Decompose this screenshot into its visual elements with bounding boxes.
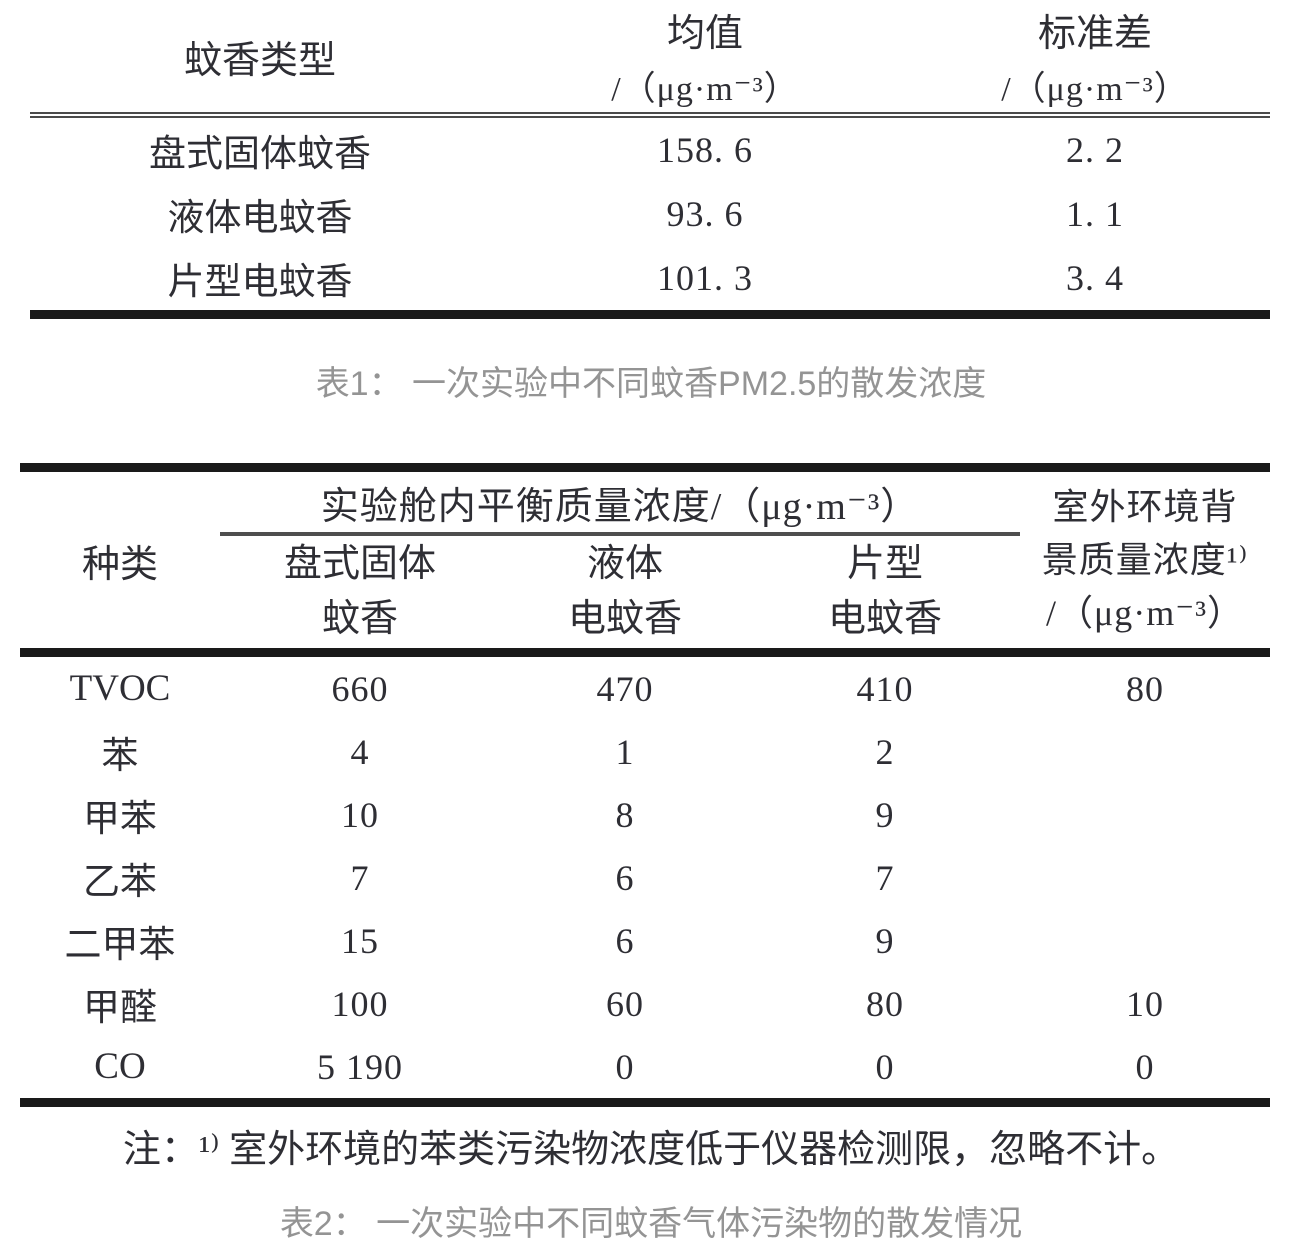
header-title: 均值 [666, 13, 743, 55]
cell-mean: 101. 3 [657, 258, 753, 298]
cell-species: 苯 [101, 735, 139, 777]
header-title: 蚊香类型 [183, 39, 336, 82]
cell-value: 5 190 [317, 1046, 403, 1087]
cell-coil-type: 盘式固体蚊香 [149, 134, 371, 175]
cell-coil-type: 片型电蚊香 [167, 262, 353, 303]
col-header-mean: 均值 /（μg·m⁻³） [490, 0, 920, 118]
cell-species: CO [94, 1046, 146, 1087]
cell-value: 80 [1126, 668, 1165, 709]
cell-value: 7 [875, 857, 895, 898]
cell-value: 7 [350, 857, 370, 898]
cell-mean: 93. 6 [666, 194, 744, 234]
cell-value: 6 [615, 857, 635, 898]
col-header-mat-electric: 片型 电蚊香 [750, 534, 1020, 653]
table-row: 盘式固体 蚊香 液体 电蚊香 片型 电蚊香 [20, 534, 1270, 653]
table-row: 片型电蚊香 101. 3 3. 4 [30, 246, 1270, 315]
cell-value: 660 [331, 668, 389, 709]
header-line: 蚊香 [321, 598, 398, 640]
header-line: 电蚊香 [567, 598, 682, 640]
cell-value: 100 [331, 983, 389, 1024]
header-line: 景质量浓度¹⁾ [1041, 539, 1249, 580]
cell-species: 二甲苯 [64, 924, 176, 966]
table-row: 甲苯 10 8 9 [20, 783, 1270, 846]
header-line: 室外环境背 [1052, 486, 1238, 527]
table-row: 液体电蚊香 93. 6 1. 1 [30, 182, 1270, 246]
table2-body: TVOC 660 470 410 80 苯 4 1 2 甲苯 10 8 9 [20, 653, 1270, 1103]
cell-value: 60 [606, 983, 644, 1024]
cell-species: TVOC [69, 668, 171, 709]
cell-value: 4 [350, 731, 370, 772]
cell-value: 0 [615, 1046, 635, 1087]
cell-stddev: 2. 2 [1066, 130, 1124, 170]
cell-value: 1 [615, 731, 635, 772]
col-header-liquid-electric: 液体 电蚊香 [500, 534, 750, 653]
header-unit: /（μg·m⁻³） [1001, 71, 1189, 108]
col-header-outdoor-background: 室外环境背 景质量浓度¹⁾ /（μg·m⁻³） [1020, 468, 1270, 653]
col-header-species: 种类 [81, 543, 158, 586]
table1-caption: 表1： 一次实验中不同蚊香PM2.5的散发浓度 [315, 365, 987, 403]
header-title: 标准差 [1037, 13, 1152, 55]
col-header-coil-solid: 盘式固体 蚊香 [220, 534, 500, 653]
cell-coil-type: 液体电蚊香 [167, 198, 353, 239]
cell-species: 甲醛 [83, 987, 157, 1029]
cell-value: 9 [875, 920, 895, 961]
table2-footnote: 注：¹⁾ 室外环境的苯类污染物浓度低于仪器检测限，忽略不计。 [122, 1129, 1180, 1171]
header-line: 片型 [847, 543, 924, 585]
cell-value: 0 [1135, 1046, 1155, 1087]
table2-caption: 表2： 一次实验中不同蚊香气体污染物的散发情况 [279, 1205, 1023, 1243]
header-line: 电蚊香 [828, 598, 943, 640]
table-row: 种类 实验舱内平衡质量浓度/（μg·m⁻³） 室外环境背 景质量浓度¹⁾ /（μ… [20, 467, 1270, 633]
cell-stddev: 3. 4 [1066, 258, 1124, 298]
cell-species: 乙苯 [83, 861, 157, 903]
col-header-stddev: 标准差 /（μg·m⁻³） [920, 0, 1270, 118]
cell-species: 甲苯 [83, 798, 157, 840]
cell-value: 10 [1126, 983, 1165, 1024]
header-line: 液体 [586, 543, 663, 585]
cell-value [1020, 909, 1270, 972]
cell-value: 15 [341, 920, 379, 961]
cell-value: 2 [875, 731, 895, 772]
table-row: 盘式固体蚊香 158. 6 2. 2 [30, 115, 1270, 182]
table-row: 蚊香类型 均值 /（μg·m⁻³） 标准差 /（μg·m⁻³） [30, 0, 1270, 118]
cell-value: 9 [875, 794, 895, 835]
table2-gas-pollutants: 种类 实验舱内平衡质量浓度/（μg·m⁻³） 室外环境背 景质量浓度¹⁾ /（μ… [20, 463, 1271, 1107]
cell-stddev: 1. 1 [1066, 194, 1124, 234]
table1-header: 蚊香类型 均值 /（μg·m⁻³） 标准差 /（μg·m⁻³） [30, 0, 1270, 118]
table-row: TVOC 660 470 410 80 [20, 653, 1270, 721]
col-header-coil-type: 蚊香类型 [30, 0, 490, 118]
cell-value: 0 [875, 1046, 895, 1087]
col-header-chamber-concentration: 实验舱内平衡质量浓度/（μg·m⁻³） [220, 467, 1021, 536]
table-row: 乙苯 7 6 7 [20, 846, 1270, 909]
cell-value: 470 [596, 668, 654, 709]
table-row: CO 5 190 0 0 0 [20, 1035, 1270, 1103]
cell-value: 410 [856, 668, 914, 709]
table2-header: 种类 实验舱内平衡质量浓度/（μg·m⁻³） 室外环境背 景质量浓度¹⁾ /（μ… [20, 467, 1271, 653]
table-row: 苯 4 1 2 [20, 720, 1270, 783]
cell-value: 6 [615, 920, 635, 961]
cell-value [1020, 783, 1270, 846]
table1-pm25-emission: 蚊香类型 均值 /（μg·m⁻³） 标准差 /（μg·m⁻³） 盘式固体蚊香 1… [30, 0, 1270, 319]
cell-value: 10 [341, 794, 379, 835]
table-row: 二甲苯 15 6 9 [20, 909, 1270, 972]
cell-value [1020, 720, 1270, 783]
header-line: /（μg·m⁻³） [1045, 592, 1245, 633]
header-line: 盘式固体 [283, 543, 436, 585]
cell-value [1020, 846, 1270, 909]
table1-body: 盘式固体蚊香 158. 6 2. 2 液体电蚊香 93. 6 1. 1 片型电蚊… [30, 115, 1270, 315]
cell-value: 80 [866, 983, 904, 1024]
cell-mean: 158. 6 [657, 130, 753, 170]
table-row: 甲醛 100 60 80 10 [20, 972, 1270, 1035]
header-unit: /（μg·m⁻³） [611, 71, 799, 108]
cell-value: 8 [615, 794, 635, 835]
